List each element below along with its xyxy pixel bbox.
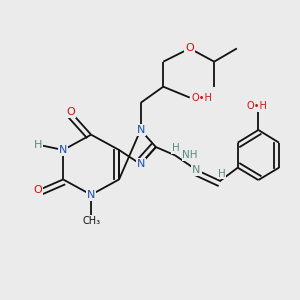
Text: O: O: [185, 44, 194, 53]
Text: O: O: [34, 185, 43, 195]
Text: H: H: [218, 169, 225, 178]
Text: O•H: O•H: [246, 101, 267, 111]
Text: N: N: [136, 125, 145, 135]
Text: O: O: [66, 107, 75, 117]
Text: N: N: [87, 190, 95, 200]
Text: H: H: [34, 140, 42, 150]
Text: N: N: [59, 145, 67, 155]
Text: O•H: O•H: [191, 93, 212, 103]
Text: NH: NH: [182, 150, 198, 160]
Text: H: H: [172, 143, 179, 153]
Text: CH₃: CH₃: [82, 216, 100, 226]
Text: N: N: [136, 159, 145, 169]
Text: N: N: [192, 165, 201, 175]
